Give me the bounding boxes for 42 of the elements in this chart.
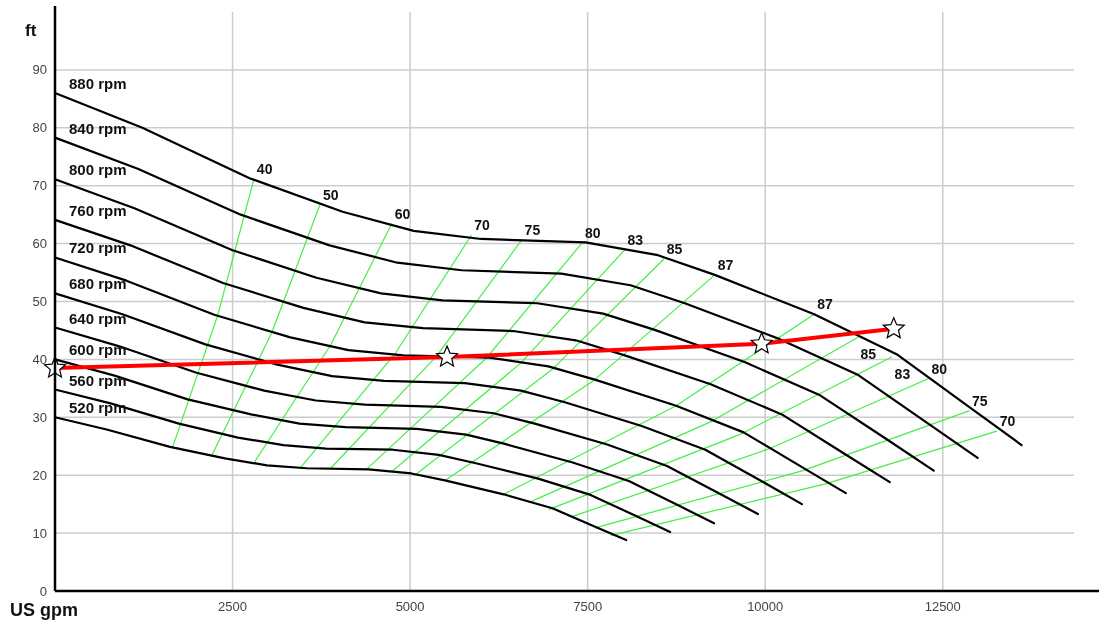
y-tick-label: 50: [32, 294, 47, 310]
y-tick-label: 70: [32, 178, 47, 194]
series-label: 50: [322, 186, 339, 203]
series-label: 85: [666, 241, 683, 258]
series-label: 83: [627, 231, 644, 248]
series-label: 560 rpm: [69, 371, 127, 389]
series-label: 83: [894, 366, 911, 383]
x-tick-label: 7500: [573, 599, 603, 614]
y-tick-label: 10: [32, 525, 47, 541]
series-label: 80: [584, 225, 601, 242]
x-tick-label: 2500: [218, 599, 248, 614]
y-axis-title: ft: [25, 21, 37, 40]
series-label: 800 rpm: [69, 161, 127, 179]
series-label: 600 rpm: [69, 341, 127, 359]
series-label: 640 rpm: [69, 309, 127, 327]
y-tick-label: 90: [32, 62, 47, 78]
series-label: 75: [524, 222, 541, 239]
series-label: 520 rpm: [69, 399, 127, 417]
series-label: 880 rpm: [69, 75, 127, 93]
y-tick-label: 20: [32, 467, 47, 483]
x-tick-label: 10000: [747, 599, 784, 614]
series-label: 87: [717, 256, 734, 273]
series-label: 720 rpm: [69, 239, 127, 257]
series-label: 87: [817, 296, 833, 313]
series-label: 80: [931, 360, 948, 377]
series-label: 840 rpm: [69, 119, 127, 137]
series-label: 760 rpm: [69, 201, 127, 219]
series-label: 70: [474, 217, 490, 234]
series-label: 70: [999, 413, 1016, 430]
x-tick-label: 5000: [395, 599, 425, 614]
series-label: 75: [972, 392, 988, 409]
y-tick-label: 40: [32, 351, 47, 367]
series-label: 85: [860, 346, 877, 363]
y-tick-label: 0: [39, 583, 47, 599]
y-tick-label: 60: [32, 236, 47, 252]
series-label: 60: [394, 205, 411, 222]
x-axis-title: US gpm: [10, 600, 79, 620]
series-label: 680 rpm: [69, 275, 127, 293]
y-tick-label: 30: [32, 409, 47, 425]
series-label: 40: [256, 161, 273, 178]
y-tick-label: 80: [32, 120, 47, 136]
x-tick-label: 12500: [924, 599, 961, 614]
